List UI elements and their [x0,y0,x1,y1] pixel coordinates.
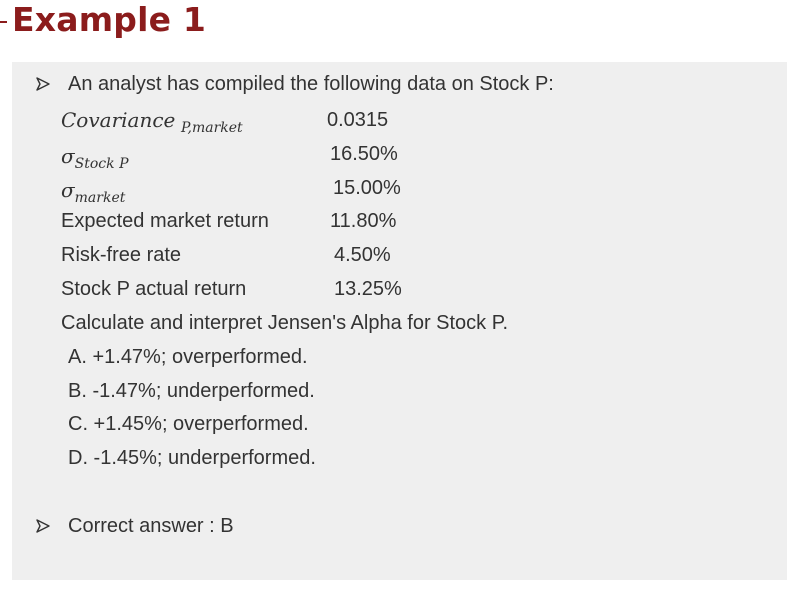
title-accent-line [0,21,7,23]
stock-actual-return-value: 13.25% [334,278,402,300]
intro-text: An analyst has compiled the following da… [68,73,554,95]
sigma-market-label: σmarket [61,176,126,206]
slide-title: Example 1 [12,0,207,39]
covariance-label: Covariance P,market [61,106,243,136]
sigma-stock-value: 16.50% [330,143,398,165]
risk-free-rate-label: Risk-free rate [61,244,182,266]
slide-title-bar: Example 1 [0,0,400,40]
sigma-stock-symbol: σ [61,144,75,168]
sigma-market-symbol: σ [61,178,75,202]
sigma-stock-sub: Stock P [74,156,129,172]
sigma-market-value: 15.00% [333,177,401,199]
question-text: Calculate and interpret Jensen's Alpha f… [61,312,509,334]
option-b: B. -1.47%; underperformed. [68,380,315,402]
answer-text: Correct answer : B [68,515,234,537]
sigma-stock-label: σStock P [61,142,129,172]
option-c: C. +1.45%; overperformed. [68,413,309,435]
option-d: D. -1.45%; underperformed. [68,447,316,469]
covariance-value: 0.0315 [327,109,389,131]
risk-free-rate-value: 4.50% [334,244,391,266]
expected-market-return-label: Expected market return [61,210,269,232]
arrow-bullet-icon [36,519,50,533]
stock-actual-return-label: Stock P actual return [61,278,247,300]
covariance-label-main: Covariance [61,108,176,132]
content-panel: An analyst has compiled the following da… [12,62,787,580]
expected-market-return-value: 11.80% [330,210,397,232]
covariance-label-sub: P,market [180,120,243,136]
arrow-bullet-icon [36,77,50,91]
option-a: A. +1.47%; overperformed. [68,346,308,368]
sigma-market-sub: market [74,190,126,206]
